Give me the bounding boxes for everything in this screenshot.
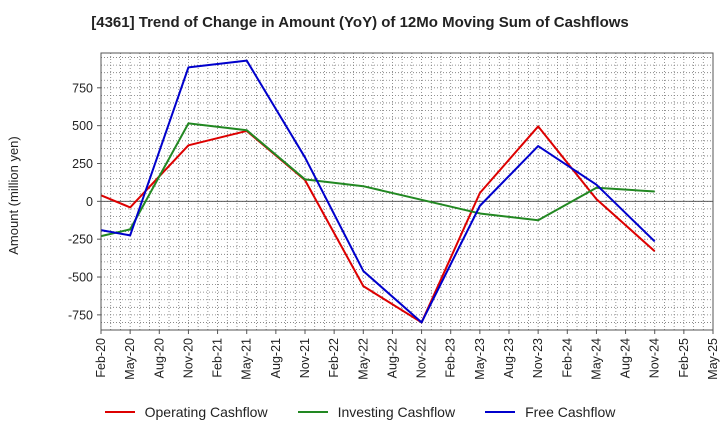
chart-title: [4361] Trend of Change in Amount (YoY) o… (91, 14, 629, 31)
series-line-operating-cashflow (100, 125, 656, 324)
x-tick-label: Feb-25 (677, 338, 691, 378)
legend: Operating Cashflow Investing Cashflow Fr… (0, 404, 720, 420)
x-tick-label: May-24 (589, 338, 603, 380)
x-tick-label: Nov-22 (415, 338, 429, 378)
legend-label-free: Free Cashflow (525, 404, 616, 420)
x-tick-label: Aug-23 (502, 338, 516, 378)
x-tick-label: May-22 (356, 338, 370, 380)
x-tick-label: Nov-24 (648, 338, 662, 378)
x-tick-label: May-20 (123, 338, 137, 380)
x-tick-label: May-21 (240, 338, 254, 380)
y-tick-labels: 750 500 250 0 -250 -500 -750 (68, 81, 101, 322)
x-tick-label: Feb-24 (560, 338, 574, 378)
x-tick-label: Nov-23 (531, 338, 545, 378)
legend-label-investing: Investing Cashflow (337, 404, 456, 420)
legend-item-operating: Operating Cashflow (104, 404, 268, 420)
legend-item-free: Free Cashflow (485, 404, 615, 420)
series-lines (100, 59, 656, 324)
legend-swatch-investing (297, 411, 328, 413)
legend-item-investing: Investing Cashflow (297, 404, 456, 420)
x-tick-label: Aug-22 (385, 338, 399, 378)
x-tick-label: May-23 (473, 338, 487, 380)
x-tick-label: Feb-22 (327, 338, 341, 378)
x-tick-label: Feb-20 (94, 338, 108, 378)
legend-swatch-operating (104, 411, 135, 413)
x-tick-labels: Feb-20 May-20 Aug-20 Nov-20 Feb-21 May-21 Aug-… (94, 330, 720, 380)
legend-label-operating: Operating Cashflow (144, 404, 268, 420)
x-tick-label: Nov-21 (298, 338, 312, 378)
x-tick-label: Aug-21 (269, 338, 283, 378)
y-tick-label: 0 (86, 195, 93, 209)
y-tick-label: -750 (68, 308, 93, 322)
series-line-free-cashflow (100, 59, 656, 324)
x-tick-label: Feb-23 (444, 338, 458, 378)
y-tick-label: 500 (72, 119, 93, 133)
x-tick-label: Feb-21 (211, 338, 225, 378)
series-line-investing-cashflow (100, 122, 655, 238)
x-tick-label: Aug-20 (152, 338, 166, 378)
plot-frame (100, 52, 714, 331)
legend-swatch-free (485, 411, 516, 413)
plot-area (101, 53, 713, 330)
x-tick-label: May-25 (706, 338, 720, 380)
y-axis-title: Amount (million yen) (6, 136, 21, 255)
y-tick-label: -500 (68, 271, 93, 285)
y-tick-label: -250 (68, 233, 93, 247)
y-tick-label: 250 (72, 157, 93, 171)
x-tick-label: Nov-20 (181, 338, 195, 378)
y-tick-label: 750 (72, 81, 93, 95)
x-tick-label: Aug-24 (619, 338, 633, 378)
